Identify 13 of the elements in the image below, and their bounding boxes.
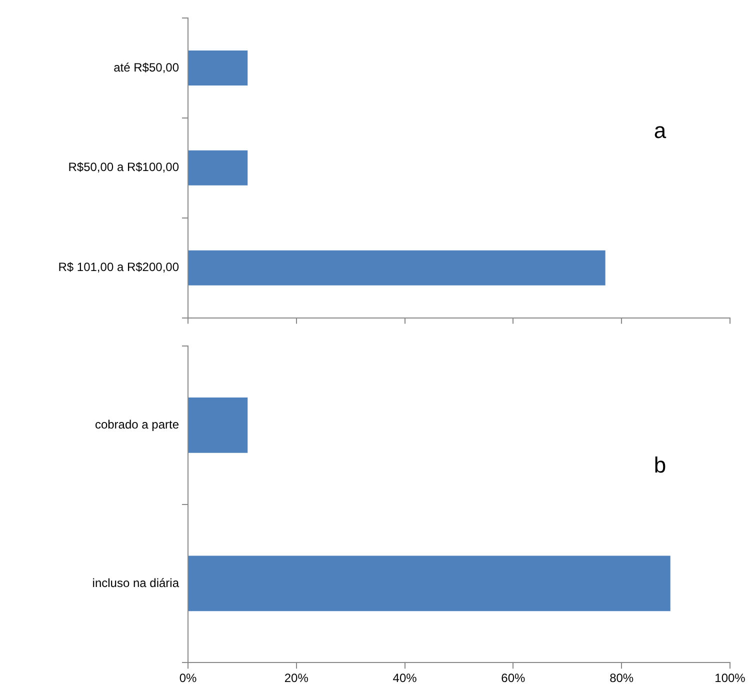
x-tick-label: 40%: [392, 671, 418, 686]
x-tick-label: 20%: [284, 671, 309, 686]
y-tick-label: R$50,00 a R$100,00: [68, 160, 180, 174]
x-tick-label: 80%: [610, 671, 634, 686]
y-tick-label: até R$50,00: [114, 60, 180, 74]
x-tick-label: 60%: [501, 671, 526, 686]
y-tick-label: incluso na diária: [92, 576, 180, 590]
x-tick-label: 100%: [714, 671, 746, 686]
y-tick-label: cobrado a parte: [94, 417, 180, 432]
annotation: a: [654, 118, 667, 143]
y-tick-label: R$ 101,00 a R$200,00: [58, 260, 180, 274]
annotation: b: [654, 452, 666, 478]
x-tick-label: 0%: [179, 671, 197, 686]
